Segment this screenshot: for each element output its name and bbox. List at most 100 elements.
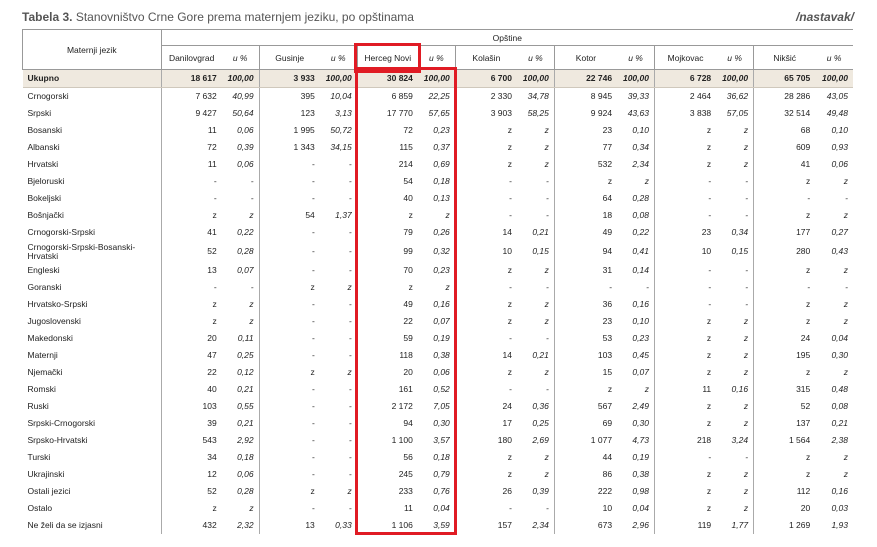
percent-cell: 1,93 — [831, 520, 848, 531]
percent-cell: 0,21 — [831, 418, 848, 429]
count-cell: - — [258, 381, 320, 398]
percent-cell: - — [348, 401, 352, 412]
percent-cell: - — [348, 452, 352, 463]
percent-cell: - — [646, 282, 649, 293]
percent-cell: 7,05 — [433, 401, 450, 412]
language-name: Bjeloruski — [27, 176, 65, 187]
percent-cell: - — [250, 193, 254, 204]
count-cell: - — [454, 173, 517, 190]
percent-cell: 0,15 — [731, 246, 749, 257]
percent-cell: 0,06 — [831, 159, 848, 170]
count-cell: 10 — [653, 241, 717, 262]
count-cell: z — [753, 296, 816, 313]
count-cell: 86 — [553, 466, 618, 483]
count-cell: 315 — [753, 381, 816, 398]
language-name: Srpski-Crnogorski — [27, 418, 96, 429]
percent-cell: - — [348, 193, 352, 204]
count-cell: z — [653, 483, 717, 500]
percent-cell: 0,48 — [831, 384, 848, 395]
count-cell: z — [753, 173, 816, 190]
count-cell: 18 617 — [160, 69, 222, 88]
percent-cell: - — [348, 469, 352, 480]
table-row: Goranski - - z z z z - - - - - - - - — [23, 279, 854, 296]
count-cell: 3 903 — [454, 105, 517, 122]
count-cell: 53 — [553, 330, 618, 347]
count-cell: 28 286 — [753, 87, 816, 105]
count-cell: - — [653, 296, 717, 313]
percent-cell: 3,57 — [433, 435, 450, 446]
count-cell: 123 — [258, 105, 320, 122]
count-cell: 39 — [160, 415, 222, 432]
percent-cell: z — [544, 125, 549, 136]
percent-cell: 0,19 — [433, 333, 450, 344]
count-cell: 6 728 — [653, 69, 717, 88]
table-row: Crnogorski-Srpski-Bosanski-Hrvatski 52 0,2… — [23, 241, 854, 262]
percent-cell: 0,39 — [237, 142, 254, 153]
count-cell: 673 — [553, 517, 618, 534]
percent-cell: 0,30 — [831, 350, 848, 361]
language-name: Ostali jezici — [27, 486, 71, 497]
percent-cell: - — [250, 282, 254, 293]
count-cell: - — [160, 173, 222, 190]
count-cell: - — [653, 173, 717, 190]
percent-cell: 0,45 — [632, 350, 649, 361]
count-cell: 11 — [653, 381, 717, 398]
percent-cell: 0,06 — [433, 367, 450, 378]
percent-cell: 0,23 — [632, 333, 649, 344]
percent-cell: 43,63 — [627, 108, 649, 119]
count-cell: 65 705 — [753, 69, 816, 88]
percent-cell: z — [843, 299, 848, 310]
percent-cell: 0,32 — [433, 246, 450, 257]
count-cell: 11 — [160, 122, 222, 139]
percent-cell: 10,04 — [330, 91, 352, 102]
count-cell: z — [160, 313, 222, 330]
count-cell: 24 — [454, 398, 517, 415]
percent-cell: 0,52 — [433, 384, 450, 395]
percent-cell: z — [347, 367, 352, 378]
table-caption: Stanovništvo Crne Gore prema maternjem j… — [75, 10, 414, 24]
count-cell: - — [653, 449, 717, 466]
percent-cell: 0,22 — [237, 227, 254, 238]
table-row: Bosanski 11 0,06 1 995 50,72 72 0,23 z z 23 0,10 z z… — [23, 122, 854, 139]
percent-cell: 0,08 — [632, 210, 649, 221]
percent-cell: 2,34 — [532, 520, 549, 531]
count-cell: 177 — [753, 224, 816, 241]
percent-cell: 0,19 — [632, 452, 649, 463]
count-cell: z — [753, 449, 816, 466]
count-cell: z — [653, 364, 717, 381]
percent-cell: - — [546, 503, 549, 514]
percent-cell: 0,12 — [237, 367, 254, 378]
count-cell: 8 945 — [553, 87, 618, 105]
percent-cell: 0,28 — [237, 246, 254, 257]
percent-cell: - — [745, 193, 749, 204]
count-cell: - — [454, 330, 517, 347]
table-row: Bošnjački z z 54 1,37 z z - -18 0,08- - z z — [23, 207, 854, 224]
count-cell: z — [258, 279, 320, 296]
table-number: Tabela 3. — [22, 10, 73, 24]
percent-cell: 0,30 — [632, 418, 649, 429]
percent-cell: z — [544, 299, 549, 310]
percent-cell: z — [644, 384, 649, 395]
percent-cell: 43,05 — [826, 91, 848, 102]
percent-cell: z — [843, 469, 848, 480]
count-cell: 18 — [553, 207, 618, 224]
count-cell: 1 269 — [753, 517, 816, 534]
percent-cell: 2,92 — [237, 435, 254, 446]
percent-cell: 34,78 — [527, 91, 549, 102]
percent-cell: - — [348, 299, 352, 310]
percent-cell: 0,18 — [433, 176, 450, 187]
count-cell: - — [258, 241, 320, 262]
percent-cell: 50,72 — [330, 125, 352, 136]
percent-cell: z — [743, 125, 749, 136]
count-cell: 14 — [454, 347, 517, 364]
count-cell: 280 — [753, 241, 816, 262]
percent-cell: z — [347, 486, 352, 497]
count-cell: z — [753, 313, 816, 330]
count-cell: - — [160, 279, 222, 296]
percent-cell: z — [445, 210, 450, 221]
count-cell: 36 — [553, 296, 618, 313]
table-row: Crnogorski 7 632 40,99 395 10,04 6 859 22,25 2 … — [23, 87, 854, 105]
count-cell: 432 — [160, 517, 222, 534]
percent-cell: 0,08 — [831, 401, 848, 412]
count-cell: 30 824 — [356, 69, 418, 88]
